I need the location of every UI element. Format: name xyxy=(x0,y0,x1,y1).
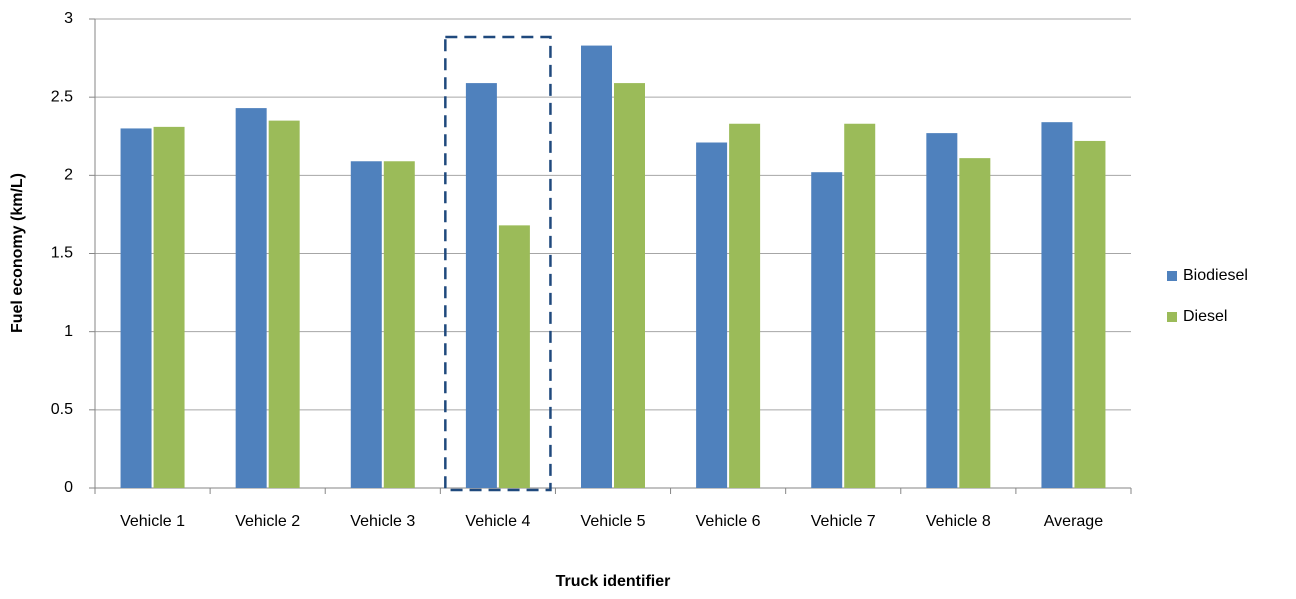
x-tick-label: Average xyxy=(1044,513,1103,530)
x-tick-label: Vehicle 8 xyxy=(926,513,991,530)
legend-label: Biodiesel xyxy=(1183,267,1248,284)
bar xyxy=(120,128,152,488)
bar xyxy=(959,158,991,489)
bar xyxy=(696,142,728,488)
y-tick-label: 1.5 xyxy=(51,245,73,262)
x-tick-label: Vehicle 5 xyxy=(581,513,646,530)
bar xyxy=(465,83,497,488)
x-tick-label: Vehicle 2 xyxy=(235,513,300,530)
legend-marker xyxy=(1167,271,1177,281)
y-tick-label: 2 xyxy=(64,167,73,184)
bar xyxy=(729,123,761,488)
y-tick-label: 0 xyxy=(64,479,73,496)
bar xyxy=(614,83,645,488)
bar xyxy=(811,172,843,488)
bar xyxy=(581,45,612,489)
legend-label: Diesel xyxy=(1183,308,1227,325)
highlight-box xyxy=(444,35,552,492)
y-axis-title: Fuel economy (km/L) xyxy=(9,173,26,333)
x-tick-label: Vehicle 3 xyxy=(350,513,415,530)
y-tick-label: 2.5 xyxy=(51,88,73,105)
bar xyxy=(1074,140,1106,488)
bar xyxy=(1041,122,1073,489)
bar xyxy=(153,126,185,489)
bar xyxy=(235,108,267,489)
bar xyxy=(383,161,415,488)
y-tick-label: 3 xyxy=(64,10,73,27)
bar xyxy=(350,161,382,488)
bar xyxy=(498,225,530,489)
x-tick-label: Vehicle 6 xyxy=(696,513,761,530)
x-axis-title: Truck identifier xyxy=(556,573,671,590)
y-tick-label: 0.5 xyxy=(51,401,73,418)
legend-marker xyxy=(1167,312,1177,322)
bar xyxy=(844,123,876,488)
x-tick-label: Vehicle 7 xyxy=(811,513,876,530)
x-tick-label: Vehicle 4 xyxy=(465,513,530,530)
y-tick-label: 1 xyxy=(64,323,73,340)
bar xyxy=(926,133,958,488)
x-tick-label: Vehicle 1 xyxy=(120,513,185,530)
bar xyxy=(268,120,300,488)
